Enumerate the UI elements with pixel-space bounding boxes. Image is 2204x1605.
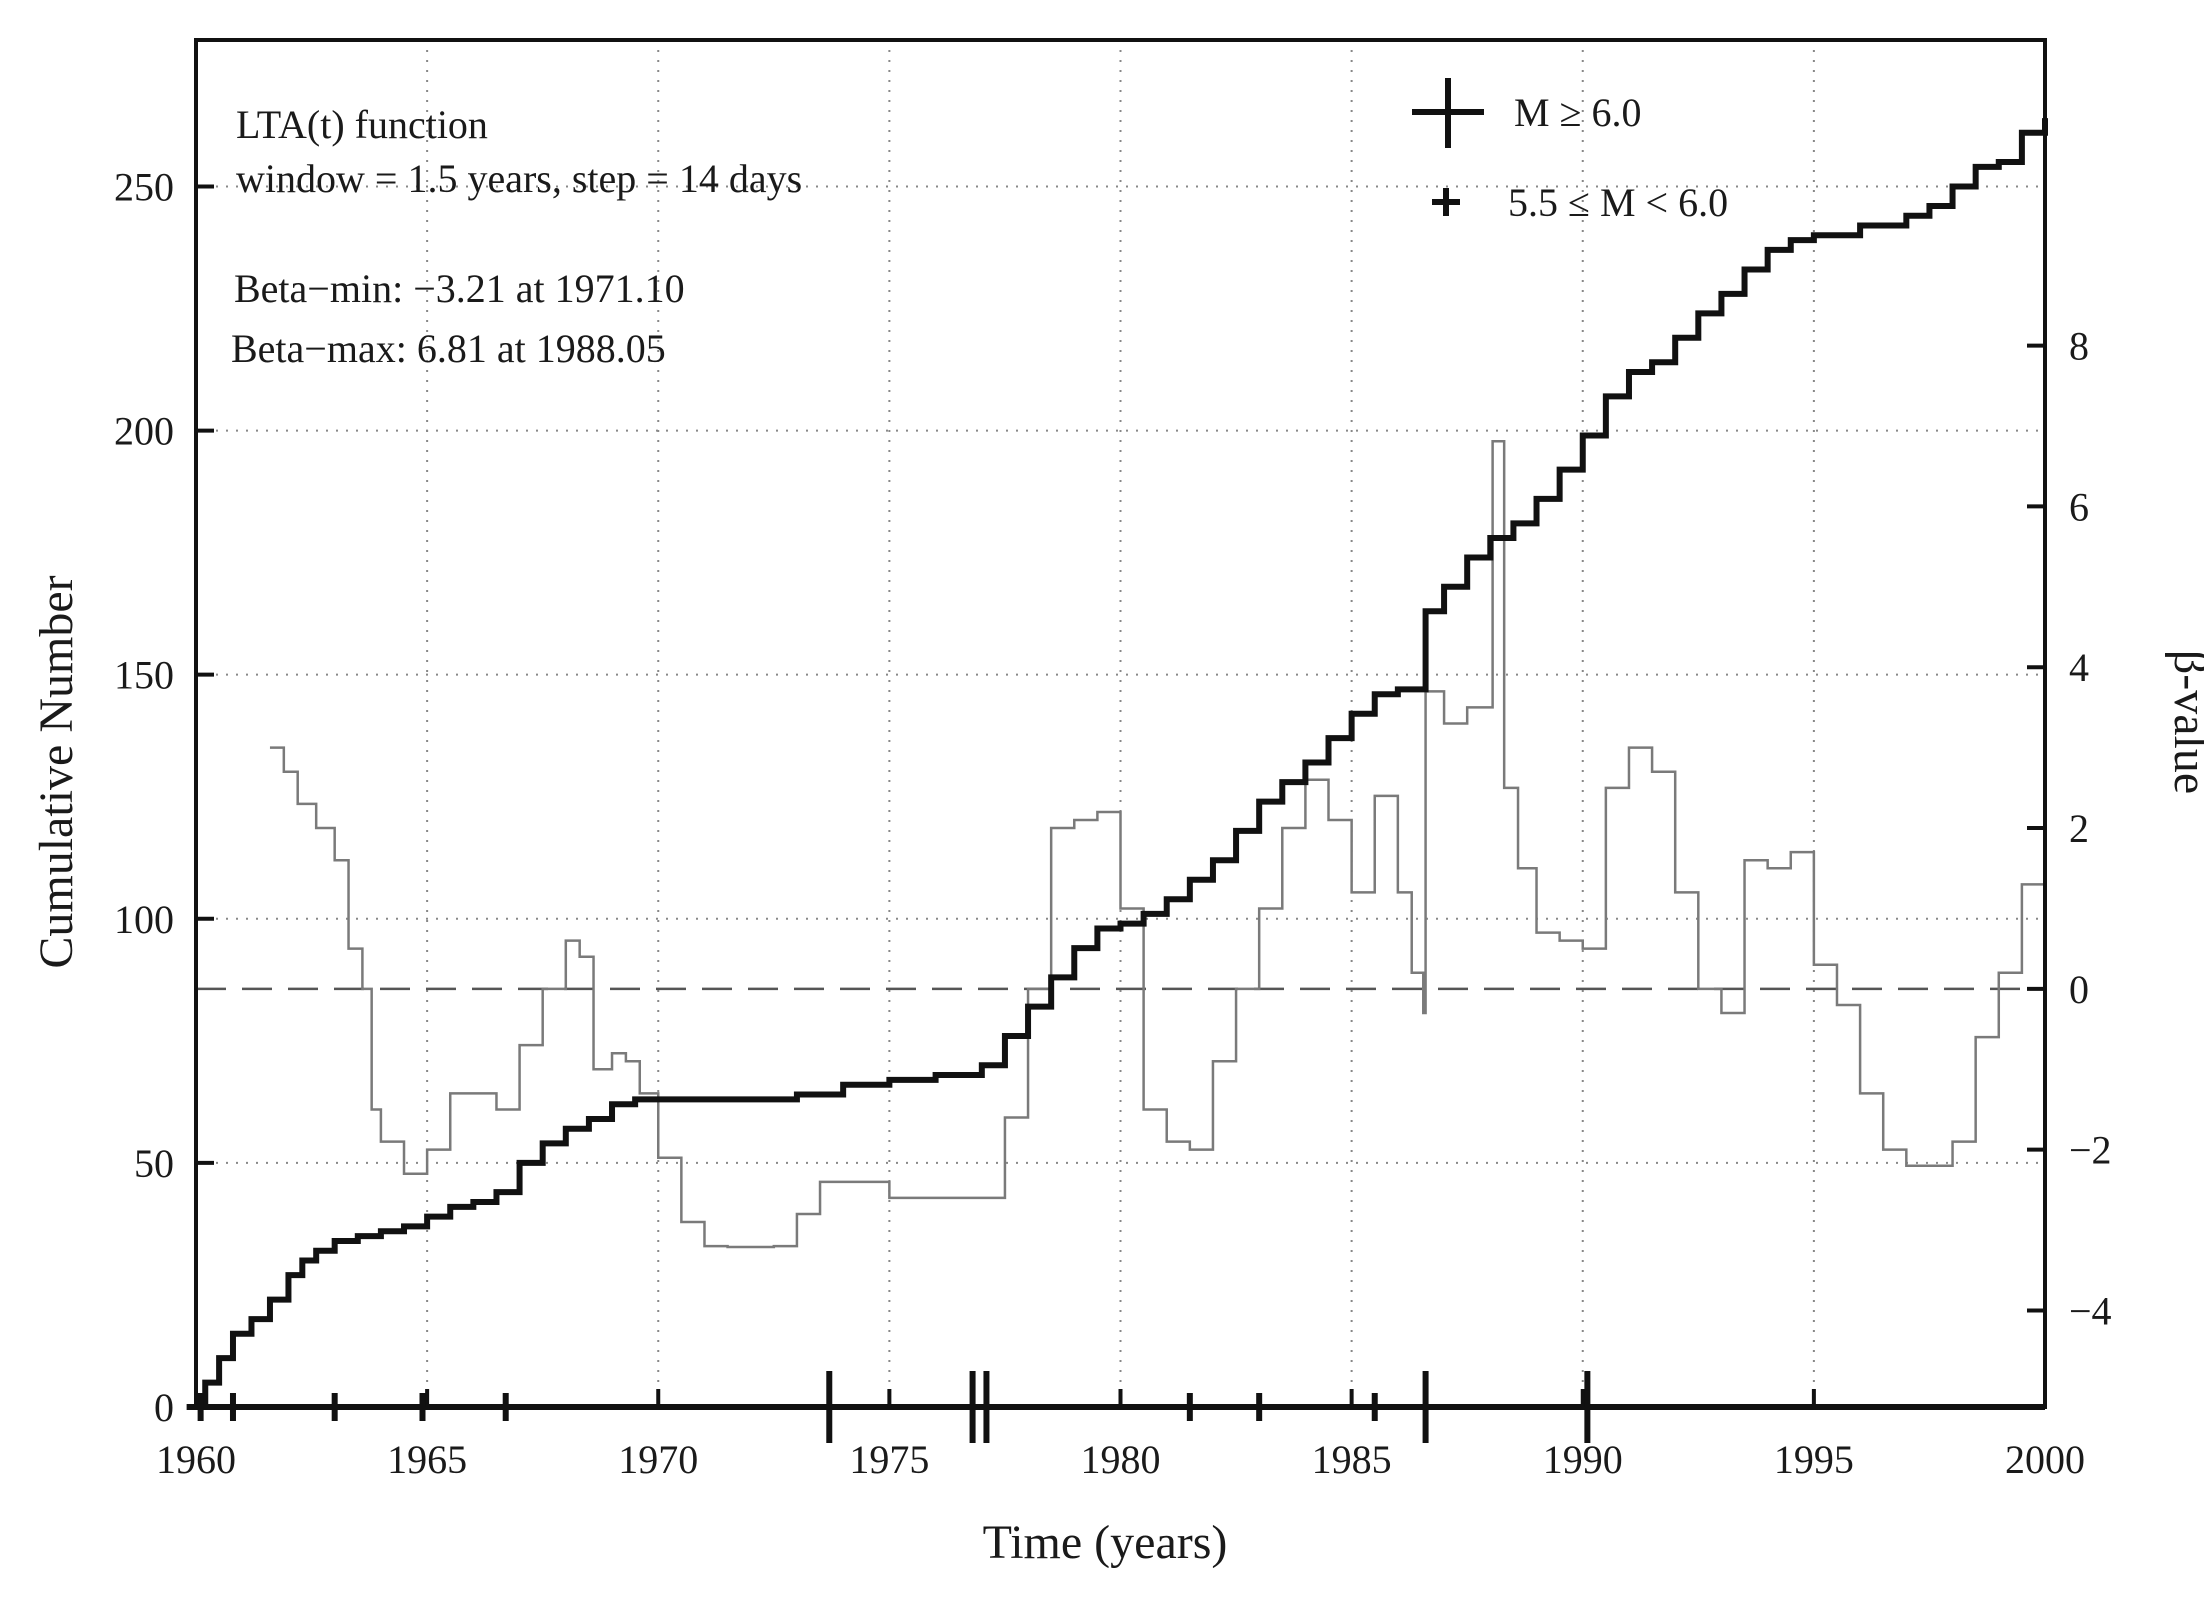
large-plus-icon [1412, 78, 1484, 148]
x-tick-label: 1965 [387, 1437, 467, 1482]
x-tick-label: 1970 [618, 1437, 698, 1482]
y-tick-label: 50 [134, 1141, 174, 1186]
y2-tick-label: −4 [2069, 1289, 2112, 1334]
y-tick-label: 150 [114, 653, 174, 698]
y-tick-label: 0 [154, 1385, 174, 1430]
beta-value-series [269, 440, 2047, 1249]
x-tick-label: 2000 [2005, 1437, 2085, 1482]
y-tick-label: 100 [114, 897, 174, 942]
small-plus-icon [1432, 188, 1460, 216]
y2-tick-label: −2 [2069, 1128, 2112, 1173]
x-axis-label: Time (years) [983, 1516, 1228, 1569]
x-tick-label: 1990 [1543, 1437, 1623, 1482]
y-tick-label: 250 [114, 164, 174, 209]
y-tick-label: 200 [114, 409, 174, 454]
x-tick-label: 1980 [1081, 1437, 1161, 1482]
y-axis-label: Cumulative Number [30, 575, 83, 968]
y2-tick-label: 6 [2069, 484, 2089, 529]
y2-tick-label: 0 [2069, 967, 2089, 1012]
annotation-beta-min: Beta−min: −3.21 at 1971.10 [234, 266, 685, 311]
annotation-function: LTA(t) function [236, 102, 488, 147]
x-tick-label: 1975 [849, 1437, 929, 1482]
x-tick-label: 1960 [156, 1437, 236, 1482]
y2-axis-label: β-value [2164, 650, 2204, 794]
legend-label-small: 5.5 ≤ M < 6.0 [1508, 180, 1728, 225]
annotation-window: window = 1.5 years, step = 14 days [236, 156, 802, 201]
legend-label-large: M ≥ 6.0 [1514, 90, 1642, 135]
y2-tick-label: 2 [2069, 806, 2089, 851]
y2-tick-label: 4 [2069, 645, 2089, 690]
x-tick-label: 1985 [1312, 1437, 1392, 1482]
x-tick-label: 1995 [1774, 1437, 1854, 1482]
grid-lines [196, 40, 2045, 1407]
y2-tick-label: 8 [2069, 324, 2089, 369]
annotation-beta-max: Beta−max: 6.81 at 1988.05 [231, 326, 666, 371]
axis-ticks: 1960 1965 1970 1975 1980 1985 1990 1995 20000501… [114, 164, 2112, 1482]
legend: M ≥ 6.0 5.5 ≤ M < 6.0 [1412, 78, 1728, 225]
cumulative-number-series [196, 118, 2048, 1410]
